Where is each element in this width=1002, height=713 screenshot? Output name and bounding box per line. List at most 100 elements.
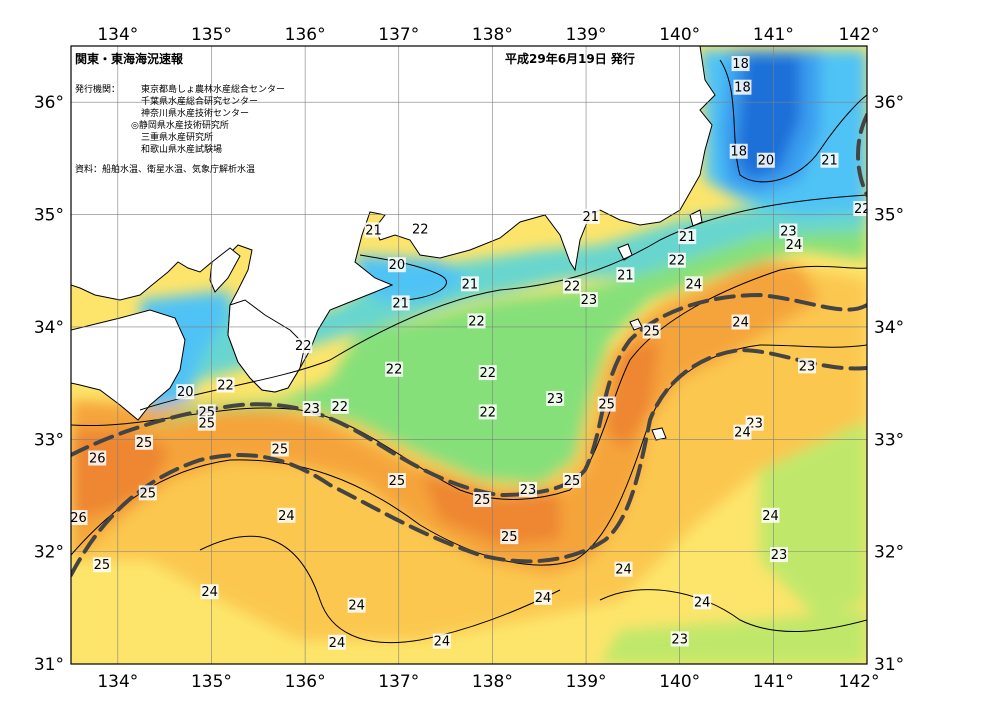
issuers-label: 発行機関： [75,83,120,95]
contour-label-halo [731,56,750,72]
contour-label-halo [197,415,216,431]
issuer-item: 和歌山県水産試験場 [141,143,222,155]
lon-tick-bottom: 134° [97,672,138,692]
contour-label-text: 25 [501,530,518,545]
contour-label-halo [756,152,775,168]
contour-label-halo [411,221,430,237]
contour-label-halo [614,561,633,577]
contour-label-halo [597,396,616,412]
contour-label-text: 22 [479,366,496,381]
contour-label-halo [138,485,157,501]
kuroshio-east-edge [856,113,867,197]
contour-label: 25 [642,323,661,340]
contour-label-halo [684,276,703,292]
lon-tick-top: 140° [659,25,700,45]
contour-label-halo [478,404,497,420]
contour-label-halo [294,338,313,354]
contour-label-halo [798,358,817,374]
contour-label-halo [478,365,497,381]
kuroshio-axis [71,113,867,577]
lon-tick-top: 141° [753,25,794,45]
contour-label-text: 21 [679,230,696,245]
contour-label: 24 [684,276,703,292]
kuroshio-south-edge [71,347,867,577]
contour-label: 25 [135,434,154,451]
contour-label-halo [460,276,479,292]
contour-label-text: 25 [199,417,216,432]
contour-label-halo [385,361,404,377]
zone-26-core-c [605,340,660,450]
lon-tick-top: 136° [285,25,326,45]
isotherm-line [71,344,867,566]
issuer-item: 東京都島しょ農林水産総合センター [141,83,285,95]
contour-label: 24 [784,237,803,253]
contour-label: 25 [500,529,519,545]
map-frame [70,45,868,665]
contour-label-halo [387,257,406,273]
lon-tick-top: 139° [566,25,607,45]
contour-label-text: 22 [412,222,429,237]
lat-tick-left: 36° [34,93,64,113]
contour-label-text: 25 [389,474,406,489]
contour-label-text: 25 [598,398,615,413]
contour-label-text: 20 [389,258,406,273]
contour-label-halo [670,631,689,647]
contour-label-halo [270,441,289,457]
contour-label: 23 [670,631,689,647]
contour-label-halo [277,507,296,523]
contour-label: 24 [614,561,633,578]
contour-label-halo [391,295,410,311]
contour-label-halo [467,313,486,329]
lon-tick-bottom: 141° [753,672,794,692]
contour-label: 22 [294,338,313,354]
contour-label-halo [579,292,598,308]
land-awaji-island [209,247,241,293]
contour-label: 25 [473,492,492,508]
contour-label-halo [546,390,565,406]
contour-label-halo [92,557,111,573]
contour-label-text: 24 [434,635,451,650]
contour-label-halo [327,634,346,650]
contour-label: 24 [733,424,752,441]
contour-label: 21 [391,295,410,311]
contour-label-text: 23 [799,359,816,374]
contour-label-text: 21 [617,268,634,283]
contour-label-text: 20 [177,385,194,400]
contour-label-text: 22 [468,314,485,329]
contour-label-text: 25 [136,436,153,451]
contour-label-halo [784,237,803,253]
isotherm-line [139,194,867,411]
contour-label-text: 21 [392,296,409,311]
contour-label-halo [733,424,752,440]
contour-label: 18 [733,79,752,96]
zone-23-east [760,420,867,620]
contour-label: 23 [546,390,565,407]
lat-tick-right: 32° [874,543,904,563]
contour-label-halo [693,594,712,610]
issuer-item: 千葉県水産総合研究センター [141,95,258,107]
zone-21-coastal [140,200,867,410]
contour-label-text: 22 [331,400,348,415]
land-boso-tip [689,209,703,227]
contour-label: 24 [693,594,712,610]
lon-tick-bottom: 138° [472,672,513,692]
contour-label: 26 [71,510,88,526]
contour-label: 24 [277,507,296,524]
lat-tick-right: 35° [874,206,904,226]
contour-label-halo [729,143,748,159]
contour-label-halo [364,222,383,238]
contour-label-text: 24 [762,509,779,524]
issuer-item: 三重県水産研究所 [141,131,213,143]
contour-label-halo [731,314,750,330]
contour-label-halo [678,229,697,245]
contour-label-halo [820,152,839,168]
contour-label-text: 24 [615,563,632,578]
contour-label-halo [853,201,867,217]
contour-label-halo [71,510,88,526]
contour-label-text: 24 [685,277,702,292]
contour-label-halo [761,507,780,523]
map-title: 関東・東海海況速報 [75,51,184,66]
contour-label-halo [176,384,195,400]
contour-label: 25 [387,472,406,489]
lat-tick-left: 35° [34,206,64,226]
